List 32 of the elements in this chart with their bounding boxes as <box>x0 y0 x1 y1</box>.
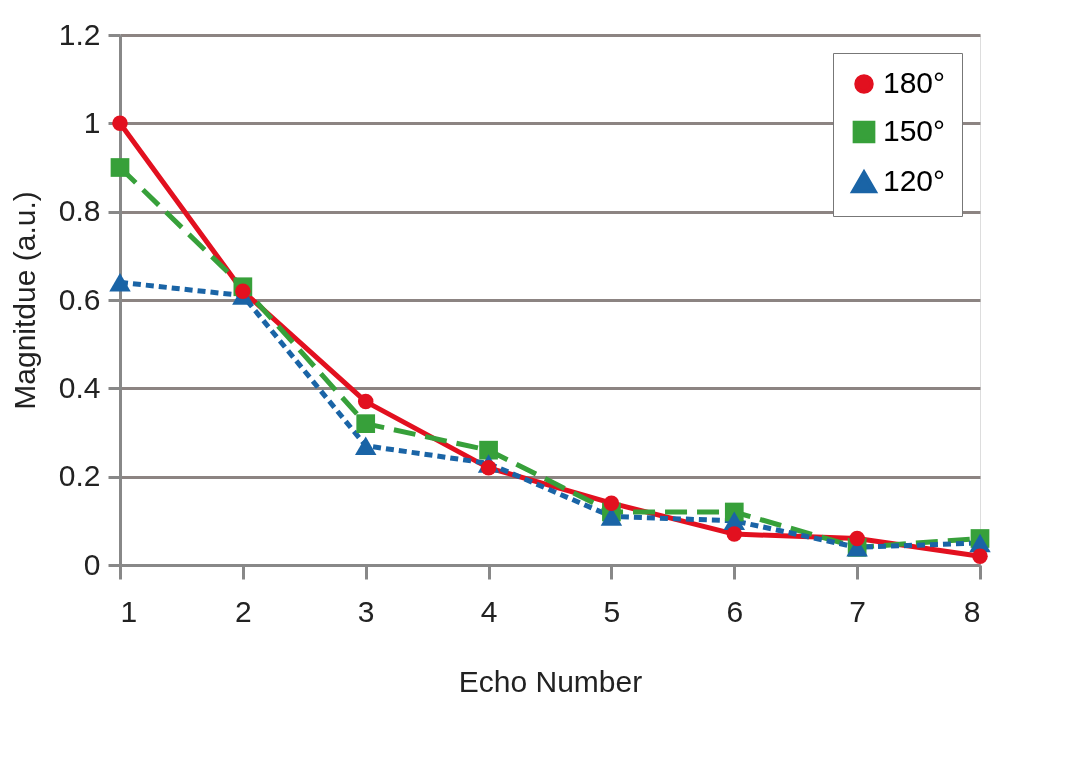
point <box>849 530 865 547</box>
y-tick-label: 0.8 <box>58 194 101 228</box>
y-tick-label: 0.6 <box>58 282 101 316</box>
legend-label: 150° <box>883 114 946 147</box>
x-tick-label: 7 <box>849 594 866 628</box>
point <box>235 283 251 299</box>
x-tick-label: 5 <box>603 594 621 628</box>
x-tick-label: 8 <box>963 594 981 628</box>
point <box>109 273 131 292</box>
legend-label: 180° <box>883 66 946 99</box>
x-tick-label: 3 <box>357 594 375 628</box>
point <box>603 495 620 511</box>
y-tick-label: 0.2 <box>58 459 101 493</box>
point <box>354 436 377 456</box>
y-tick-label: 0.4 <box>58 370 101 404</box>
y-axis-title: Magnitdue (a.u.) <box>7 191 41 410</box>
y-tick-label: 1.2 <box>58 17 101 51</box>
x-tick-label: 4 <box>480 594 498 628</box>
legend-label: 120° <box>883 164 946 197</box>
x-tick-label: 2 <box>235 594 252 628</box>
y-tick-label: 0 <box>83 547 101 581</box>
point <box>726 526 743 542</box>
point <box>110 158 130 177</box>
x-axis-title: Echo Number <box>458 664 643 698</box>
x-tick-label: 6 <box>726 594 744 628</box>
point <box>972 548 988 564</box>
point <box>357 393 374 410</box>
point <box>479 440 498 460</box>
point <box>112 115 128 132</box>
y-tick-label: 1 <box>83 105 101 139</box>
x-tick-label: 1 <box>120 594 138 628</box>
point <box>356 414 376 434</box>
